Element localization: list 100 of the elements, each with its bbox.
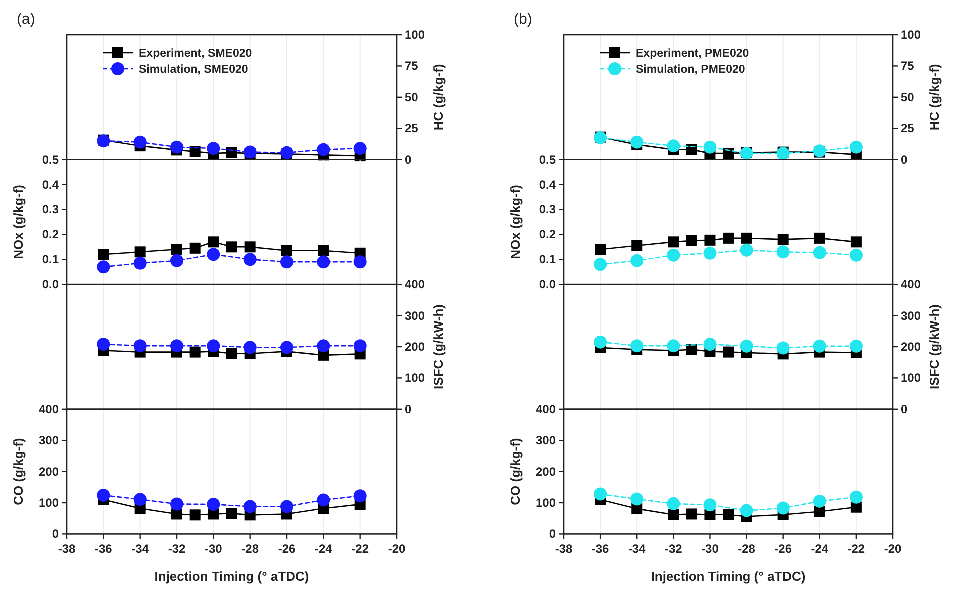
point (170, 254, 184, 268)
point (354, 256, 367, 269)
y2-tick-label: 100 (901, 28, 922, 42)
point (776, 147, 790, 160)
point (740, 340, 754, 353)
point (170, 140, 184, 154)
point (97, 260, 110, 274)
point (354, 142, 367, 156)
point (813, 340, 826, 353)
x-tick-label: -36 (94, 542, 113, 556)
y-tick-label: 0.0 (42, 278, 60, 292)
y-tick-label: 0.0 (539, 278, 556, 292)
point (723, 346, 734, 358)
point (704, 234, 716, 246)
point (814, 232, 826, 244)
point (723, 148, 734, 160)
point (244, 500, 257, 514)
y2-tick-label: 100 (901, 371, 922, 386)
y-tick-label: 100 (38, 496, 60, 510)
point (317, 494, 330, 507)
point (776, 246, 790, 259)
point (207, 498, 220, 512)
point (630, 254, 644, 268)
y-tick-label: 200 (38, 464, 60, 479)
point (630, 136, 644, 149)
point (594, 488, 608, 501)
y-tick-label: 0.2 (42, 228, 60, 242)
point (134, 136, 147, 149)
point (207, 142, 220, 156)
y-tick-label: 0.5 (42, 152, 60, 167)
y-tick-label: 0.4 (42, 178, 60, 192)
point (630, 492, 644, 506)
y2-tick-label: 400 (405, 278, 426, 292)
y-tick-label: 200 (536, 464, 556, 479)
x-tick-label: -38 (555, 542, 573, 556)
x-tick-label: -30 (204, 542, 223, 556)
x-tick-label: -22 (352, 542, 370, 556)
x-tick-label: -20 (388, 542, 406, 556)
point (207, 248, 220, 262)
x-axis-title: Injection Timing (° aTDC) (651, 569, 806, 584)
point (134, 340, 147, 353)
x-tick-label: -30 (702, 542, 720, 556)
point (280, 500, 294, 514)
point (704, 338, 717, 352)
point (686, 144, 698, 156)
chart-title: (b) (514, 11, 532, 28)
point (850, 236, 862, 248)
x-tick-label: -20 (884, 542, 902, 556)
point (170, 340, 184, 353)
x-tick-label: -26 (278, 542, 296, 556)
y-tick-label: 0.3 (42, 202, 60, 217)
x-tick-label: -36 (592, 542, 610, 556)
point (778, 234, 789, 246)
point (226, 348, 238, 360)
y2-tick-label: 25 (405, 122, 419, 136)
point (776, 502, 790, 515)
y2-axis-title: ISFC (g/kW-h) (431, 304, 446, 390)
point (813, 246, 826, 260)
point (776, 342, 790, 355)
x-tick-label: -28 (242, 542, 260, 556)
point (704, 498, 717, 512)
x-tick-label: -26 (774, 542, 792, 556)
y-tick-label: 0 (52, 527, 60, 542)
point (594, 258, 608, 272)
y-tick-label: 300 (536, 434, 556, 448)
point (134, 493, 147, 506)
point (317, 256, 330, 269)
point (686, 344, 698, 356)
point (97, 489, 110, 502)
point (630, 340, 644, 353)
y-tick-label: 0.1 (42, 252, 60, 267)
point (190, 146, 201, 158)
point (704, 246, 717, 260)
x-tick-label: -28 (738, 542, 756, 556)
point (244, 253, 257, 266)
point (740, 504, 754, 518)
point (354, 490, 367, 503)
point (97, 338, 110, 352)
x-tick-label: -22 (848, 542, 866, 556)
point (740, 244, 754, 257)
point (190, 242, 201, 254)
y2-tick-label: 0 (405, 152, 412, 167)
point (850, 248, 863, 262)
y-tick-label: 0.5 (539, 152, 556, 167)
point (850, 140, 863, 154)
point (134, 246, 146, 258)
point (813, 494, 826, 508)
y2-axis-title: ISFC (g/kW-h) (927, 304, 942, 390)
point (208, 236, 220, 248)
x-tick-label: -32 (168, 542, 186, 556)
point (207, 340, 220, 353)
point (98, 249, 110, 260)
y-tick-label: 0.3 (539, 202, 556, 217)
y2-axis-title: HC (g/kg-f) (431, 64, 446, 131)
point (280, 341, 294, 354)
x-tick-label: -24 (314, 542, 333, 556)
y-tick-label: 400 (38, 402, 60, 416)
point (172, 244, 182, 256)
y2-tick-label: 0 (901, 152, 908, 167)
y2-tick-label: 50 (405, 90, 419, 104)
